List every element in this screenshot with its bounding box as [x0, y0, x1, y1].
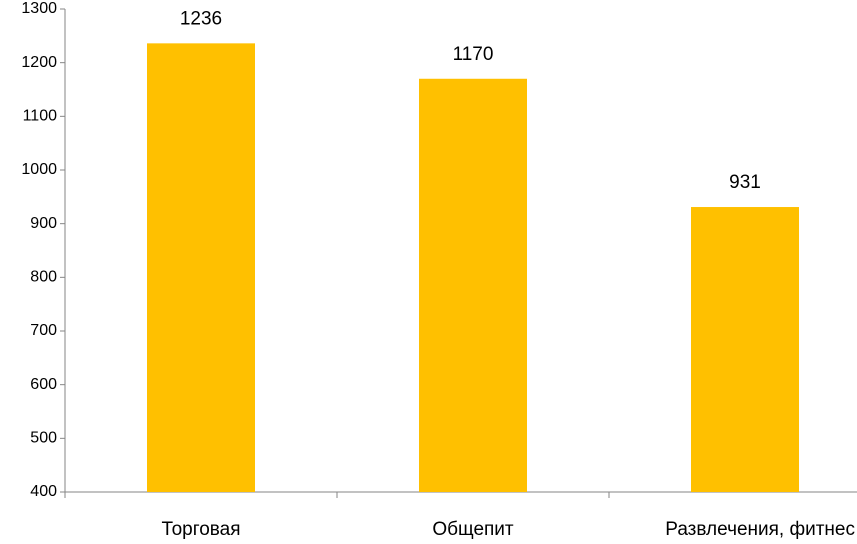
bar	[419, 78, 527, 493]
x-tick-label: Развлечения, фитнес	[665, 519, 855, 540]
y-tick-label: 800	[30, 269, 57, 286]
y-tick-label: 400	[30, 483, 57, 500]
x-tick-label: Торговая	[161, 519, 240, 540]
y-tick-label: 1200	[21, 54, 57, 71]
data-label: 931	[729, 172, 761, 193]
y-tick-label: 1300	[21, 0, 57, 17]
bar	[147, 43, 255, 492]
data-label: 1236	[180, 8, 222, 29]
y-tick-label: 1100	[23, 108, 58, 125]
y-tick-label: 700	[30, 322, 57, 339]
y-tick-label: 1000	[21, 161, 57, 178]
x-tick-label: Общепит	[432, 519, 514, 540]
y-tick-label: 900	[30, 215, 57, 232]
bar	[691, 207, 799, 492]
y-tick-label: 500	[30, 430, 57, 447]
y-tick-label: 600	[30, 376, 57, 393]
data-label: 1170	[453, 44, 494, 65]
